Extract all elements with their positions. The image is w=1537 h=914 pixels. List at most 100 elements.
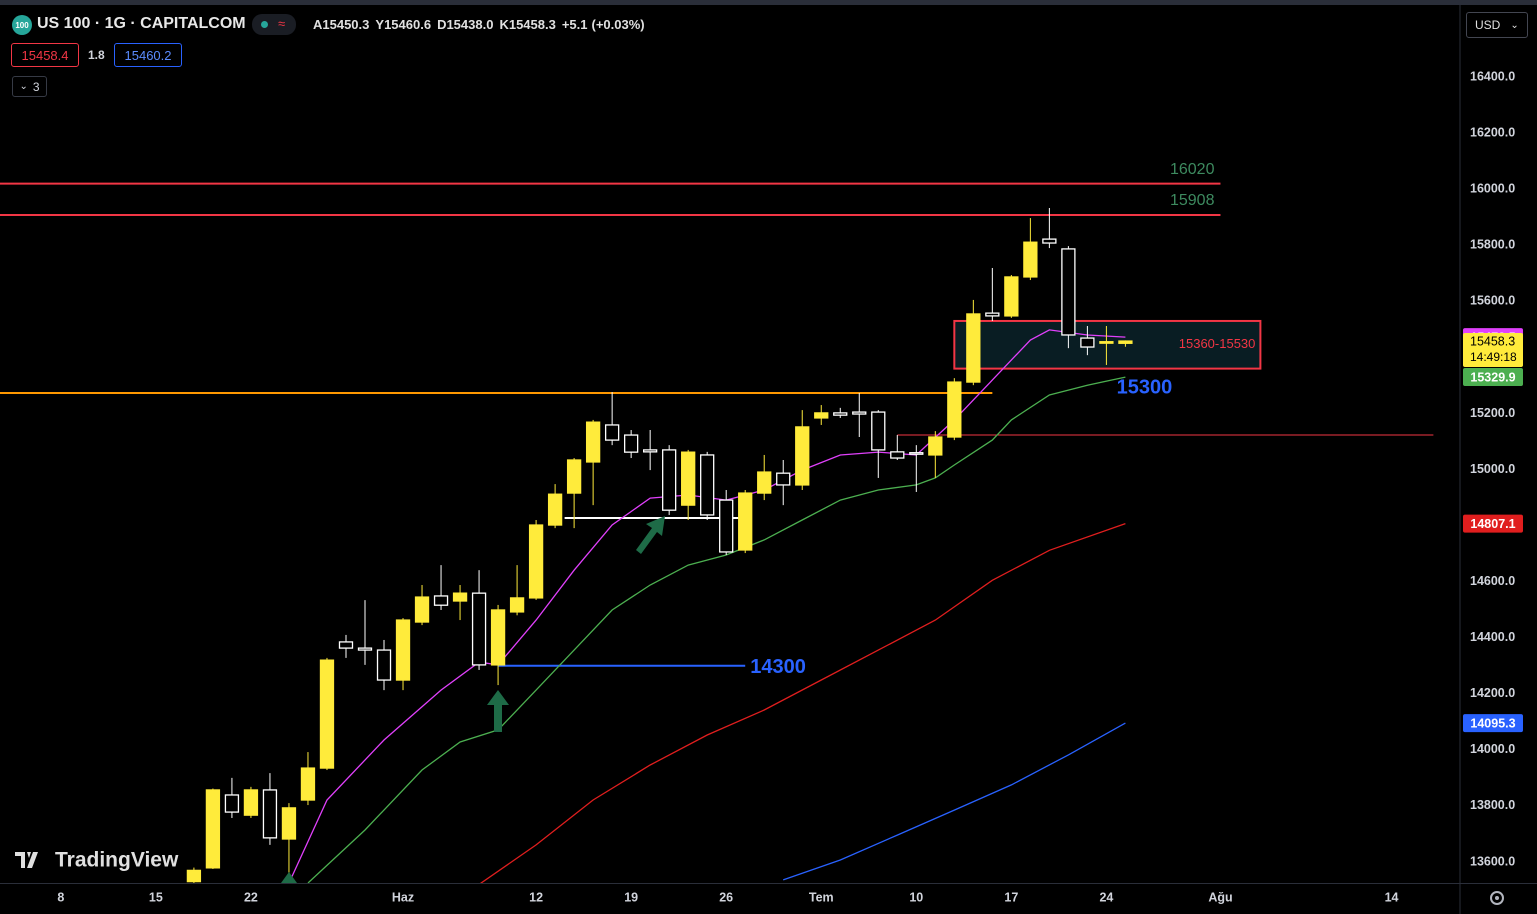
y-tick-label: 15000.0	[1470, 462, 1515, 476]
moving-average	[307, 376, 1126, 883]
zone	[953, 319, 1262, 370]
market-status-dot	[261, 21, 268, 28]
x-tick-label: 10	[909, 890, 923, 904]
indicators-toggle[interactable]: ⌄ 3	[12, 76, 47, 97]
candle-body	[871, 411, 886, 451]
candle-body	[205, 789, 221, 869]
candle-body	[1118, 340, 1133, 344]
candle-body	[1099, 341, 1114, 344]
x-tick-label: 17	[1004, 890, 1018, 904]
arrow-diagonal	[636, 516, 665, 554]
x-tick-label: 15	[149, 890, 163, 904]
candle-body	[262, 789, 278, 839]
arrows	[281, 516, 665, 883]
plot-area: 15360-15530 16020 15908 14300 15300	[0, 161, 1434, 883]
price-badge-label: 14095.3	[1470, 716, 1515, 730]
symbol-title[interactable]: US 100 · 1G · CAPITALCOM	[37, 15, 246, 32]
countdown: 14:49:18	[1470, 350, 1517, 364]
candle-body	[681, 451, 696, 506]
x-tick-label: 14	[1385, 890, 1399, 904]
y-tick-label: 14200.0	[1470, 686, 1515, 700]
x-tick-label: Tem	[809, 890, 834, 904]
candle-body	[1023, 241, 1038, 278]
arrow-up-small	[281, 872, 297, 883]
candle-body	[757, 471, 772, 494]
buy-button[interactable]: 15460.2	[114, 43, 182, 67]
price-badge	[1463, 368, 1523, 387]
currency-button[interactable]: USD ⌄	[1466, 12, 1528, 38]
status-pill[interactable]: ≈	[252, 14, 296, 35]
y-tick-label: 14000.0	[1470, 742, 1515, 756]
candle-body	[1080, 337, 1095, 348]
candle-body	[452, 592, 468, 602]
ohlc-key: K	[499, 17, 509, 32]
ohlc-key: A	[313, 17, 323, 32]
x-tick-label: 8	[57, 890, 64, 904]
candle-body	[643, 449, 658, 453]
currency: USD	[1475, 18, 1501, 32]
ohlc-key: D	[437, 17, 447, 32]
x-tick-label: 22	[244, 890, 258, 904]
candle-body	[490, 609, 506, 666]
candle-body	[719, 499, 734, 553]
candle-body	[700, 454, 715, 516]
ohlc-legend: A15450.3 Y15460.6 D15438.0 K15458.3 +5.1 (+0.…	[313, 17, 645, 32]
y-tick-label: 15600.0	[1470, 294, 1515, 308]
candle-body	[243, 789, 259, 816]
y-tick-label: 16000.0	[1470, 182, 1515, 196]
candle-body	[1061, 248, 1076, 336]
y-tick-label: 15200.0	[1470, 406, 1515, 420]
candle-body	[890, 451, 905, 459]
candle-body	[224, 794, 240, 813]
level-label: 14300	[750, 656, 806, 678]
candle-body	[947, 381, 962, 438]
gear[interactable]	[1490, 891, 1504, 905]
ohlc-value: 15450.3	[322, 17, 370, 32]
candle-body	[319, 659, 335, 769]
settings-icon[interactable]	[1490, 891, 1504, 905]
y-tick-label: 13800.0	[1470, 798, 1515, 812]
x-tick-label: 26	[719, 890, 733, 904]
price-badge-label: 14807.1	[1470, 517, 1515, 531]
moving-average	[288, 329, 1126, 883]
moving-average	[479, 522, 1126, 883]
ohlc-key: Y	[375, 17, 385, 32]
candle-body	[833, 412, 848, 416]
y-tick-label: 13600.0	[1470, 854, 1515, 868]
spread: 1.8	[88, 48, 105, 62]
candle-body	[338, 641, 354, 649]
level-label: 15908	[1170, 192, 1215, 209]
sell-button[interactable]: 15458.4	[11, 43, 79, 67]
logo-mark	[15, 852, 38, 868]
candle-body	[814, 412, 829, 419]
ohlc-value: 15438.0	[446, 17, 494, 32]
candle-body	[985, 312, 1000, 317]
x-tick-label: 24	[1099, 890, 1113, 904]
candle-body	[909, 452, 924, 455]
price-badge	[1463, 514, 1523, 533]
candle-body	[433, 595, 449, 606]
chevron: ⌄	[1510, 19, 1519, 31]
candle-body	[1042, 238, 1057, 244]
candle-body	[585, 421, 601, 463]
y-tick-label: 16400.0	[1470, 69, 1515, 83]
candle-body	[547, 493, 563, 526]
candle-body	[966, 313, 981, 383]
tradingview-logo: TradingView	[15, 849, 179, 872]
approx-icon: ≈	[278, 16, 286, 31]
last-price-badge	[1463, 333, 1523, 368]
candle-body	[852, 411, 867, 415]
level-label: 16020	[1170, 161, 1215, 178]
candle-body	[1004, 276, 1019, 317]
symbol-logo: 100	[12, 15, 32, 35]
candle-body	[186, 869, 202, 883]
candle-body	[357, 647, 373, 651]
y-tick-label: 14400.0	[1470, 630, 1515, 644]
candle-body	[795, 426, 810, 486]
arrow-up	[487, 690, 509, 732]
moving-average	[782, 722, 1126, 881]
x-tick-label: Haz	[392, 890, 414, 904]
axes: 13600.0 13800.0 14000.0 14200.0 14400.0 14600…	[57, 69, 1523, 904]
